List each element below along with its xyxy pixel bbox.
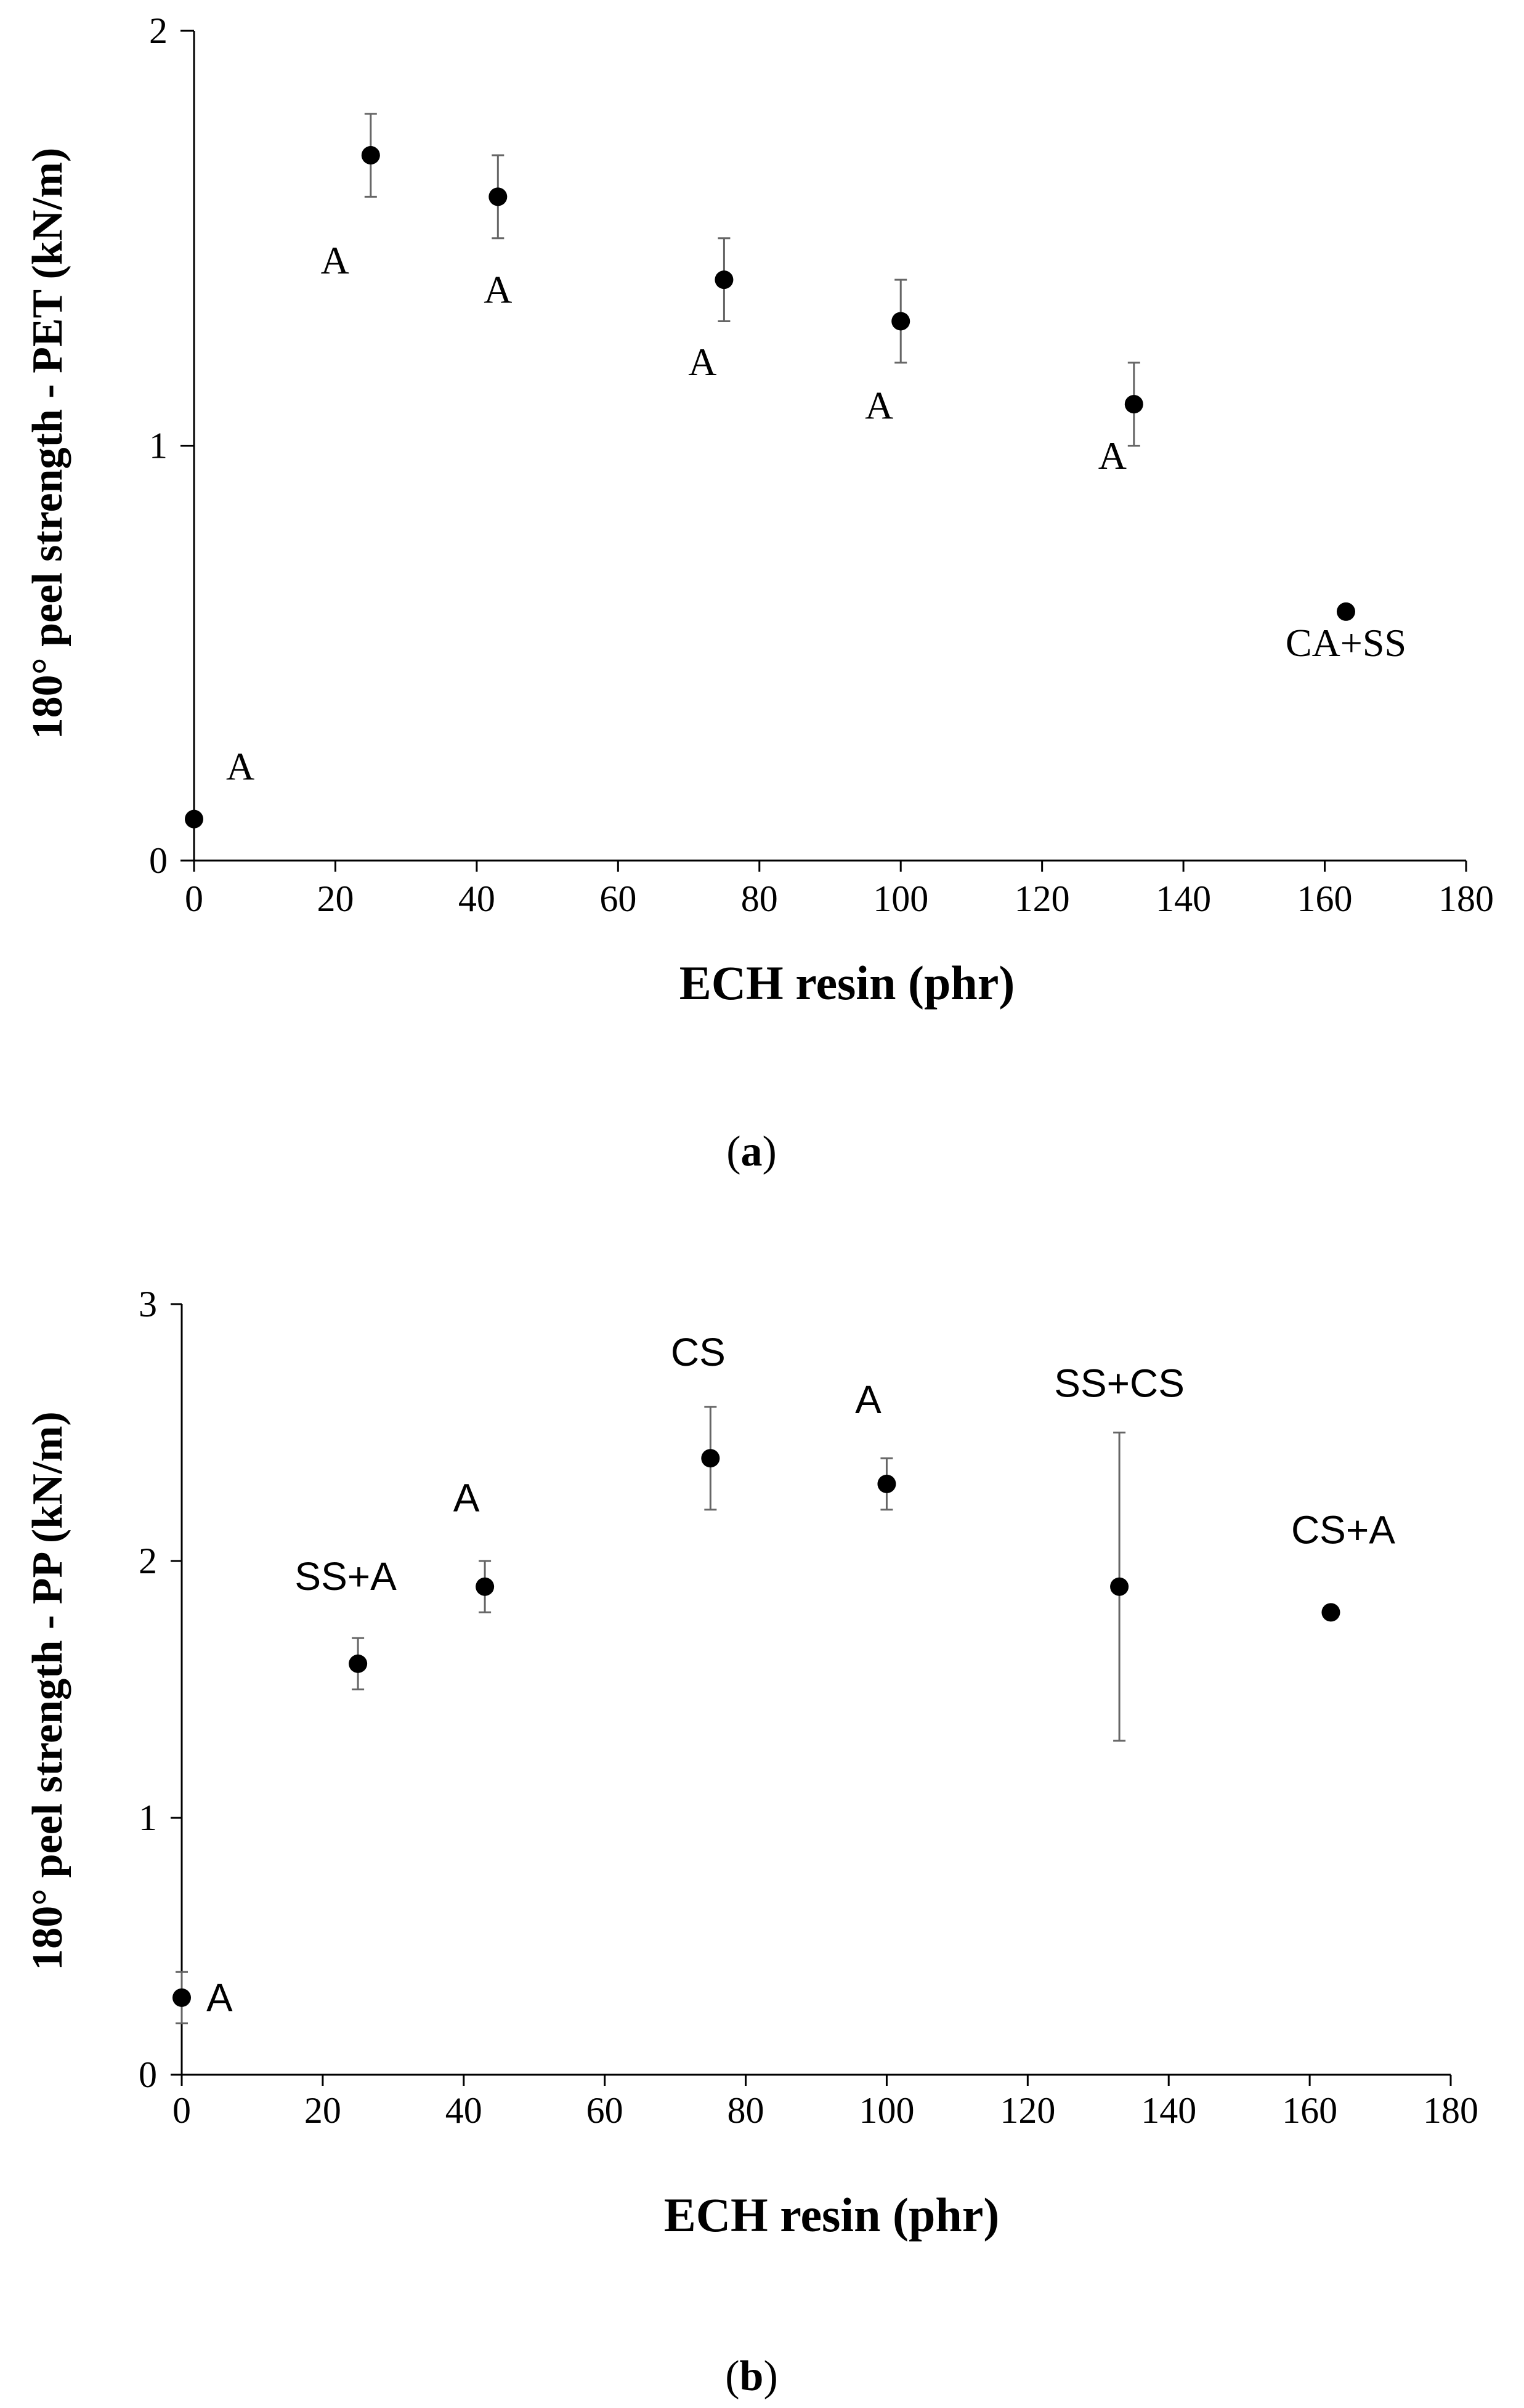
data-point-b: [172, 1988, 191, 2007]
x-tick-label-b: 100: [859, 2090, 914, 2131]
data-point-a: [891, 312, 910, 331]
error-bars-a: [364, 113, 1140, 447]
data-point-a: [1124, 395, 1143, 414]
points-b: [172, 1449, 1340, 2007]
point-annotation-a: A: [484, 267, 512, 311]
x-axis-label-a: ECH resin (phr): [679, 956, 1015, 1010]
point-annotation-b: A: [453, 1476, 480, 1520]
x-tick-label-b: 120: [1000, 2090, 1055, 2131]
x-tick-label-b: 80: [728, 2090, 764, 2131]
caption-a: (a): [726, 1128, 777, 1175]
error-bars-b: [176, 1406, 1126, 2025]
point-annotation-b: A: [206, 1976, 233, 2020]
caption-open-a: (: [726, 1128, 740, 1175]
x-tick-label-a: 160: [1297, 878, 1353, 919]
x-tick-label-b: 160: [1282, 2090, 1337, 2131]
y-tick-label-b: 2: [139, 1541, 157, 1581]
x-tick-label-b: 40: [445, 2090, 482, 2131]
caption-b: (b): [725, 2353, 778, 2400]
x-tick-label-b: 0: [172, 2090, 191, 2131]
point-annotation-b: SS+CS: [1054, 1361, 1185, 1406]
caption-close-a: ): [763, 1128, 777, 1175]
point-annotation-a: A: [226, 745, 254, 788]
x-tick-label-a: 180: [1438, 878, 1494, 919]
x-tick-label-a: 40: [458, 878, 495, 919]
caption-open-b: (: [725, 2353, 739, 2400]
point-annotation-b: SS+A: [294, 1554, 397, 1599]
x-tick-label-b: 140: [1141, 2090, 1196, 2131]
x-tick-label-a: 120: [1015, 878, 1070, 919]
x-tick-label-a: 100: [873, 878, 928, 919]
points-a: [185, 146, 1355, 829]
annotations-b: A SS+A A CS A SS+CS CS+A: [206, 1330, 1395, 2020]
point-annotation-b: CS: [671, 1330, 726, 1374]
x-tick-label-a: 140: [1156, 878, 1211, 919]
data-point-b: [877, 1474, 896, 1493]
y-tick-label-b: 3: [139, 1284, 157, 1324]
point-annotation-b: CS+A: [1291, 1507, 1395, 1552]
data-point-b: [1110, 1577, 1129, 1596]
annotations-a: A A A A A A CA+SS: [226, 238, 1406, 788]
y-tick-label-a: 1: [149, 426, 168, 466]
data-point-a: [715, 270, 734, 290]
ticks-b: 0 20 40 60 80 100 120 140 160 180 0 1 2 3: [139, 1284, 1478, 2131]
data-point-b: [701, 1449, 720, 1468]
caption-close-b: ): [763, 2353, 777, 2400]
y-axis-label-a: 180° peel strength - PET (kN/m): [24, 148, 71, 740]
x-tick-label-a: 60: [599, 878, 636, 919]
y-tick-label-a: 0: [149, 840, 168, 881]
chart-panel-b: 0 20 40 60 80 100 120 140 160 180 0 1 2 3 A SS+A A CS A SS…: [24, 1284, 1478, 2400]
y-tick-label-b: 0: [139, 2054, 157, 2095]
point-annotation-b: A: [855, 1377, 882, 1422]
x-tick-label-b: 20: [304, 2090, 341, 2131]
caption-letter-a: a: [741, 1128, 763, 1175]
x-tick-label-a: 20: [317, 878, 354, 919]
point-annotation-a: A: [865, 383, 893, 427]
x-tick-label-a: 0: [185, 878, 203, 919]
data-point-a: [488, 187, 508, 206]
point-annotation-a: A: [1098, 434, 1127, 477]
caption-letter-b: b: [740, 2353, 764, 2400]
point-annotation-a: CA+SS: [1286, 621, 1406, 665]
ticks-a: 0 20 40 60 80 100 120 140 160 180 0 1 2: [149, 10, 1494, 919]
data-point-a: [185, 809, 203, 829]
x-tick-label-b: 180: [1423, 2090, 1478, 2131]
data-point-b: [349, 1654, 368, 1673]
data-point-b: [476, 1577, 495, 1596]
point-annotation-a: A: [321, 238, 349, 282]
x-axis-label-b: ECH resin (phr): [664, 2188, 1000, 2242]
data-point-a: [361, 146, 380, 165]
y-tick-label-b: 1: [139, 1798, 157, 1838]
x-tick-label-b: 60: [586, 2090, 623, 2131]
data-point-b: [1321, 1603, 1340, 1622]
x-tick-label-a: 80: [741, 878, 778, 919]
point-annotation-a: A: [688, 340, 716, 384]
data-point-a: [1336, 602, 1355, 621]
y-axis-label-b: 180° peel strength - PP (kN/m): [24, 1411, 71, 1970]
y-tick-label-a: 2: [149, 10, 168, 51]
